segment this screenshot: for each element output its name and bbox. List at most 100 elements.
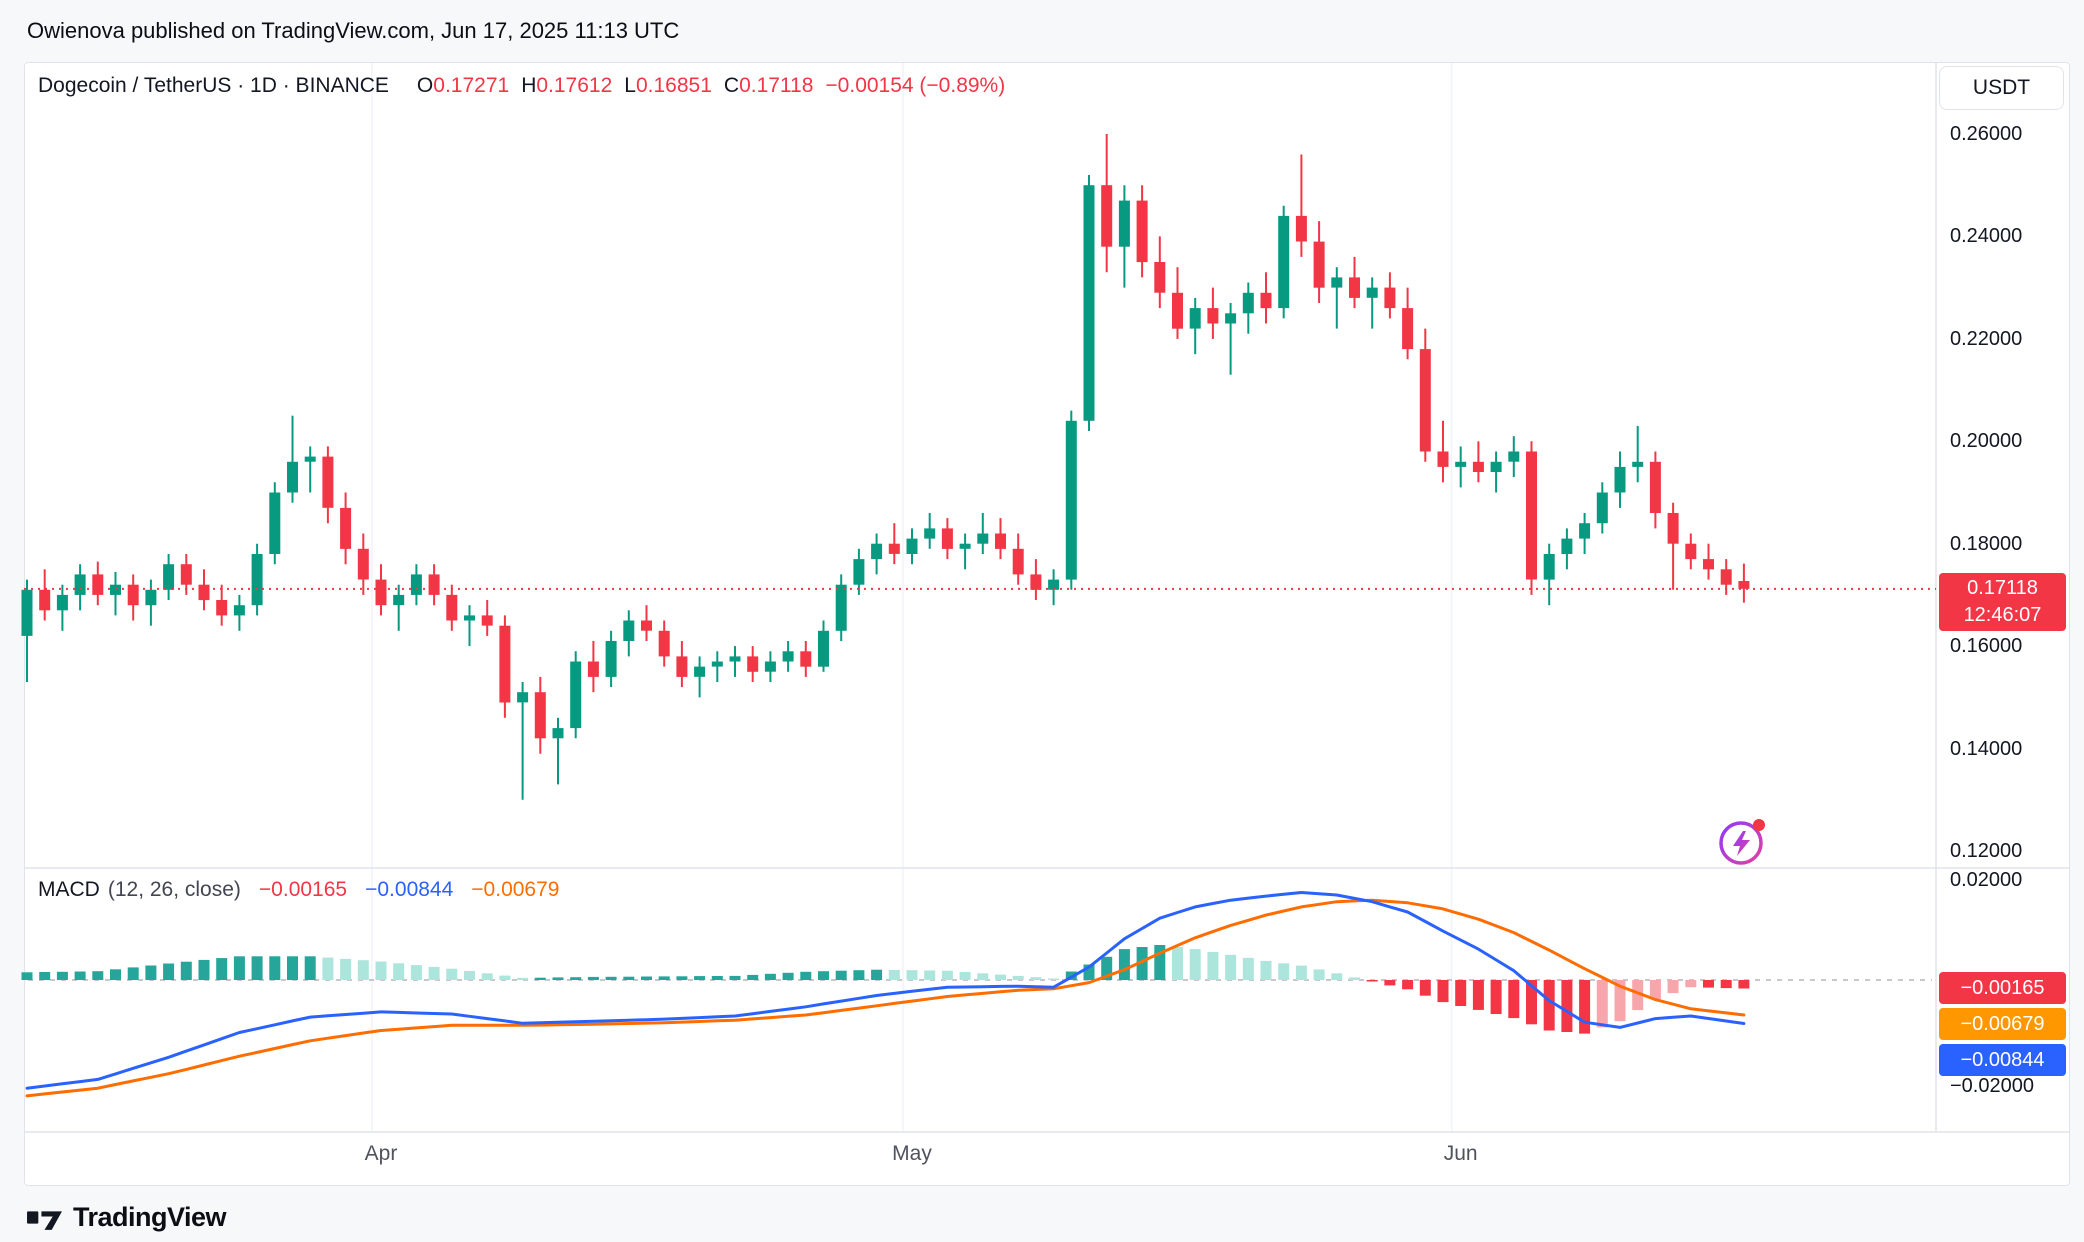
currency-button[interactable]: USDT — [1939, 66, 2064, 110]
low-label: L — [624, 74, 636, 97]
candle-body — [764, 661, 776, 672]
candle-body — [587, 661, 599, 677]
macd-histogram-bar — [853, 970, 865, 980]
candle-body — [1508, 451, 1520, 462]
last-price-badge: 0.17118 12:46:07 — [1939, 572, 2066, 631]
candle-body — [198, 584, 210, 601]
macd-histogram-bar — [92, 971, 104, 980]
candle-body — [534, 692, 546, 739]
macd-histogram-bar — [1419, 980, 1431, 996]
macd-histogram-bar — [1172, 947, 1183, 980]
macd-histogram-bar — [322, 957, 334, 980]
candle-body — [658, 630, 670, 657]
candle-body — [1720, 569, 1732, 585]
macd-line-badge: −0.00844 — [1939, 1044, 2066, 1077]
macd-histogram-bar — [694, 976, 706, 980]
candle-body — [1349, 277, 1360, 298]
candle-body — [1260, 292, 1272, 309]
macd-histogram-bar — [1048, 978, 1060, 980]
macd-histogram-bar — [534, 977, 546, 980]
macd-histogram-bar — [1472, 980, 1484, 1010]
macd-histogram-bar — [711, 976, 723, 980]
candle-body — [623, 620, 635, 641]
attribution-text: Owienova published on TradingView.com, J… — [27, 18, 680, 43]
candle-body — [1490, 461, 1502, 472]
macd-title: MACD — [38, 878, 100, 901]
macd-signal-line — [25, 898, 1746, 1098]
macd-histogram-bar — [1455, 980, 1467, 1006]
candle-body — [39, 589, 51, 611]
macd-histogram-bar — [1012, 975, 1024, 980]
candle-body — [1703, 559, 1714, 570]
macd-histogram-bar — [145, 965, 157, 980]
macd-histogram-bar — [446, 968, 458, 980]
candle-body — [853, 559, 865, 585]
candle-body — [782, 651, 794, 662]
macd-histogram-bar — [959, 972, 971, 980]
macd-line-value: −0.00844 — [365, 878, 454, 901]
candle-body — [1649, 461, 1661, 513]
candle-body — [1313, 241, 1325, 288]
macd-histogram-bar — [888, 970, 900, 980]
macd-histogram-bar — [198, 959, 210, 980]
candle-body — [1632, 461, 1644, 467]
candle-body — [1101, 185, 1113, 247]
macd-histogram-bar — [676, 976, 688, 980]
candle-body — [1048, 579, 1060, 590]
open-label: O — [416, 74, 434, 97]
candle-body — [74, 574, 86, 595]
candle-body — [180, 564, 192, 585]
tradingview-brand[interactable]: TradingView — [73, 1201, 227, 1232]
flash-icon[interactable] — [1712, 810, 1772, 870]
macd-histogram-bar — [233, 956, 245, 980]
macd-histogram-bar — [1331, 973, 1343, 980]
macd-histogram-bar — [941, 970, 953, 980]
macd-histogram-bar — [110, 969, 121, 980]
macd-histogram-bar — [1579, 980, 1591, 1034]
candle-body — [941, 528, 953, 549]
candle-body — [1614, 466, 1626, 493]
symbol-title: Dogecoin / TetherUS · 1D · BINANCE — [38, 74, 389, 97]
macd-histogram-bar — [251, 956, 263, 980]
candle-body — [481, 615, 493, 626]
candle-body — [163, 564, 175, 590]
candle-body — [1561, 538, 1573, 554]
macd-histogram-bar — [410, 965, 422, 980]
macd-histogram-bar — [587, 976, 599, 980]
candle-body — [1295, 215, 1307, 242]
macd-histogram-bar — [658, 976, 670, 980]
candle-body — [1225, 313, 1237, 324]
macd-histogram-bar — [357, 960, 369, 980]
macd-histogram-bar — [605, 976, 617, 980]
macd-histogram-bar — [800, 971, 812, 980]
candle-body — [906, 538, 918, 554]
candle-body — [410, 574, 422, 595]
tradingview-logo-icon[interactable] — [26, 1204, 63, 1231]
macd-histogram-bar — [428, 966, 440, 980]
candle-body — [1366, 287, 1378, 298]
macd-histogram-bar — [1030, 977, 1042, 980]
candle-body — [322, 456, 334, 508]
candle-body — [304, 456, 316, 462]
candle-body — [56, 594, 68, 611]
macd-histogram-bar — [1313, 969, 1325, 980]
macd-histogram-bar — [180, 961, 192, 980]
macd-histogram-bar — [517, 977, 529, 980]
candle-body — [1030, 574, 1042, 590]
macd-histogram-bar — [552, 977, 564, 980]
macd-histogram-bar — [1561, 980, 1573, 1032]
macd-histogram-bar — [818, 971, 829, 980]
candle-body — [340, 507, 352, 549]
macd-histogram-bar — [1720, 980, 1732, 989]
lightning-icon — [1719, 819, 1765, 865]
chart-panel — [24, 62, 2070, 1186]
candle-body — [127, 584, 139, 606]
candle-body — [641, 620, 652, 631]
candle-body — [605, 641, 617, 677]
candle-body — [1065, 420, 1077, 580]
last-price-value: 0.17118 — [1967, 576, 2038, 599]
macd-histogram-bar — [163, 963, 175, 980]
macd-histogram-bar — [1738, 980, 1750, 989]
macd-histogram-bar — [304, 956, 316, 980]
